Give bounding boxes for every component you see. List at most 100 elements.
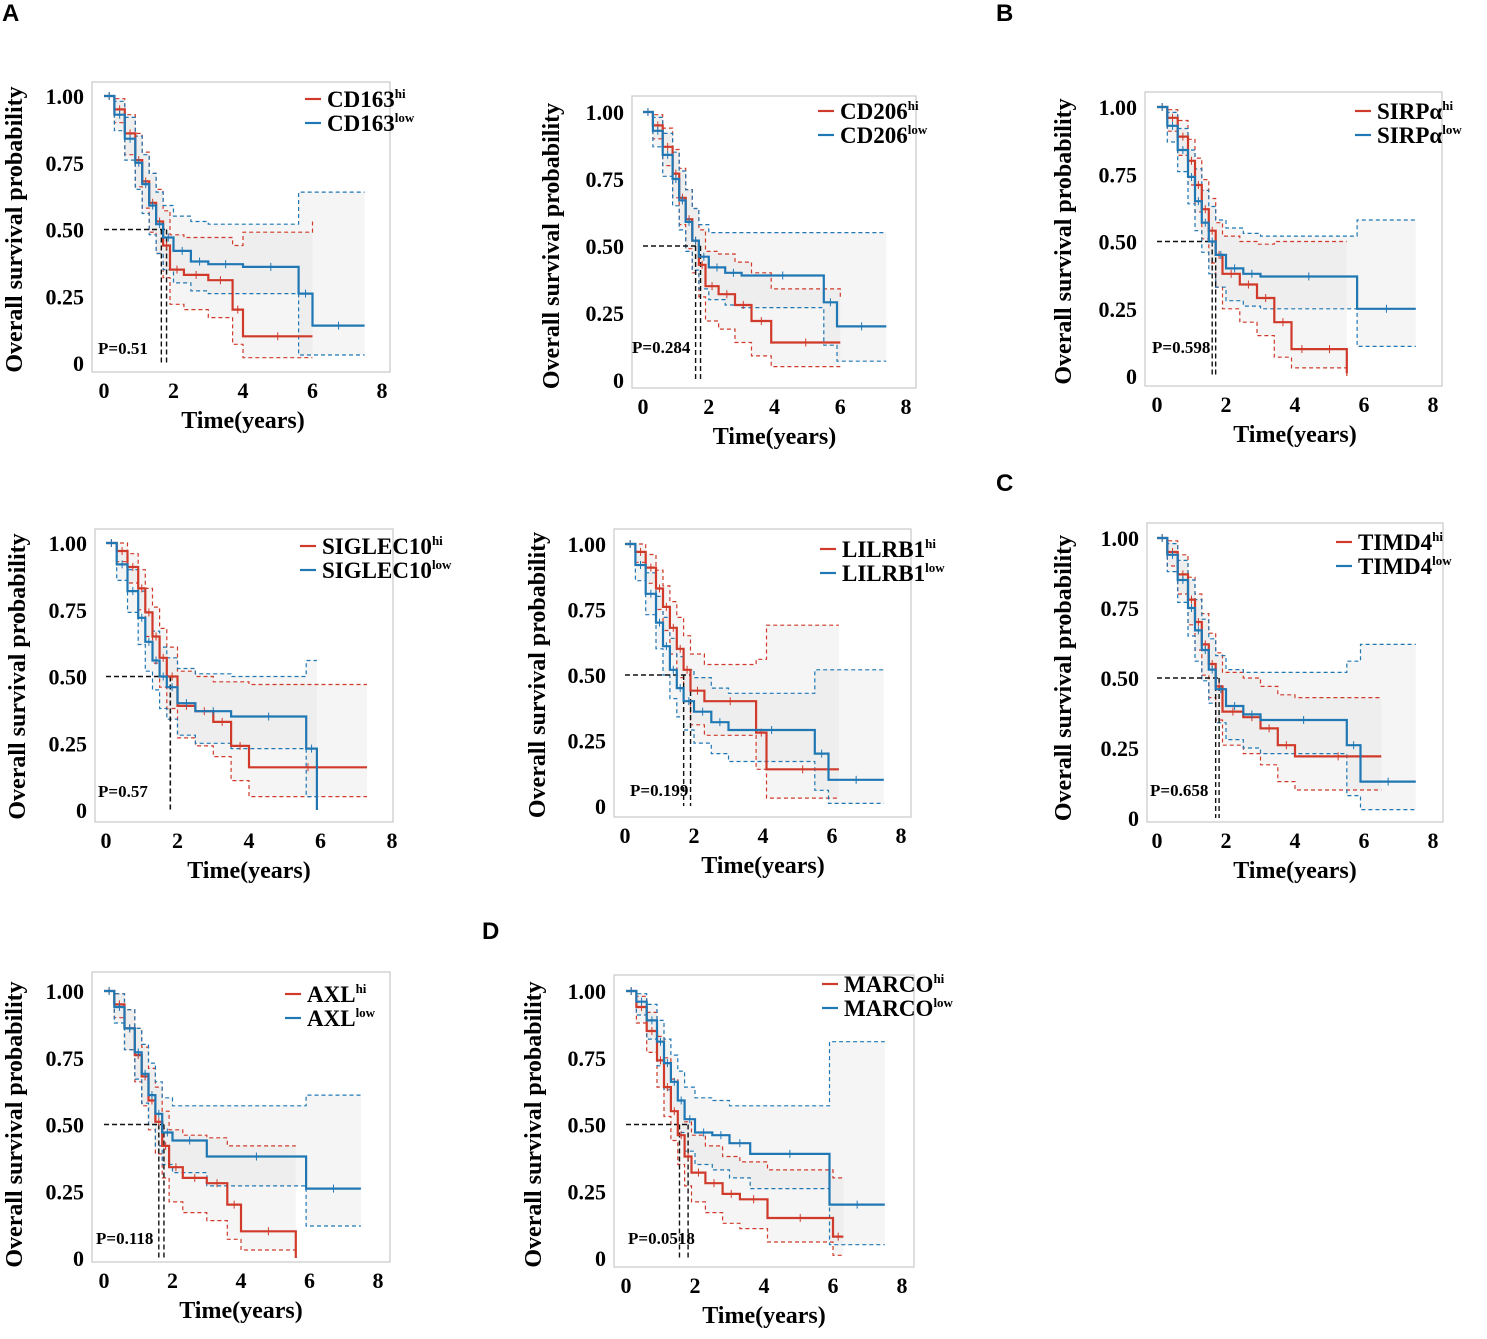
x-tick-label: 4 — [236, 1268, 247, 1293]
x-tick-label: 4 — [1290, 828, 1301, 853]
p-value: P=0.284 — [632, 338, 691, 357]
y-tick-label: 0.50 — [568, 663, 607, 688]
legend-label-low: MARCOlow — [844, 995, 954, 1021]
ci-band-low — [1157, 107, 1416, 347]
x-tick-label: 0 — [638, 394, 649, 419]
x-tick-label: 2 — [703, 394, 714, 419]
y-tick-label: 0.25 — [568, 1179, 607, 1204]
y-tick-label: 0.25 — [1101, 736, 1140, 761]
ci-upper-low — [626, 990, 885, 1107]
ci-band-hi — [626, 991, 844, 1256]
ci-lower-hi — [626, 990, 844, 1256]
y-tick-label: 0.50 — [46, 1113, 85, 1138]
y-tick-label: 0.50 — [568, 1113, 607, 1138]
ci-band-low — [626, 991, 885, 1245]
y-tick-label: 0 — [73, 1246, 84, 1271]
legend-label-low: AXLlow — [307, 1005, 376, 1031]
y-tick-label: 0.75 — [46, 151, 85, 176]
p-value: P=0.0518 — [628, 1229, 695, 1248]
plot-frame — [613, 974, 915, 1268]
y-tick-label: 1.00 — [568, 979, 607, 1004]
y-tick-label: 0 — [595, 794, 606, 819]
x-tick-label: 2 — [689, 823, 700, 848]
x-tick-label: 4 — [758, 823, 769, 848]
legend-label-hi: LILRB1hi — [842, 536, 936, 562]
y-tick-label: 0.50 — [586, 234, 625, 259]
ci-upper-low — [643, 111, 887, 234]
ci-upper-hi — [106, 542, 367, 686]
x-tick-label: 0 — [621, 1273, 632, 1298]
x-tick-label: 0 — [99, 1268, 110, 1293]
y-tick-label: 0.50 — [46, 218, 85, 243]
ci-lower-hi — [1157, 537, 1382, 791]
km-panel-cd163: 0 0.25 0.50 0.75 1.00 0 2 4 6 8 Time(years) Overall… — [2, 81, 415, 434]
x-axis-title: Time(years) — [702, 1303, 826, 1329]
x-tick-label: 4 — [238, 378, 249, 403]
ci-band-hi — [104, 96, 313, 358]
x-tick-label: 6 — [304, 1268, 315, 1293]
x-tick-label: 2 — [168, 378, 179, 403]
x-axis-title: Time(years) — [179, 1298, 303, 1324]
x-tick-label: 4 — [759, 1273, 770, 1298]
x-tick-label: 8 — [373, 1268, 384, 1293]
legend-label-hi: CD206hi — [840, 98, 919, 124]
y-tick-label: 0.75 — [568, 1046, 607, 1071]
survival-curve-low — [1157, 105, 1416, 310]
km-panel-cd206: 0 0.25 0.50 0.75 1.00 0 2 4 6 8 Time(years) Overall… — [539, 95, 928, 450]
y-tick-label: 0 — [73, 351, 84, 376]
ci-upper-hi — [1157, 106, 1347, 245]
legend-label-hi: AXLhi — [307, 981, 367, 1007]
y-axis-title: Overall survival probability — [525, 532, 551, 818]
y-tick-label: 0.25 — [586, 301, 625, 326]
legend-label-hi: CD163hi — [327, 86, 406, 112]
x-tick-label: 2 — [690, 1273, 701, 1298]
ci-band-hi — [1157, 538, 1382, 790]
x-tick-label: 8 — [1428, 828, 1439, 853]
y-tick-label: 0 — [76, 798, 87, 823]
panel-letter-d: D — [482, 918, 500, 945]
ci-band-hi — [625, 544, 839, 799]
x-tick-label: 6 — [307, 378, 318, 403]
plot-frame — [91, 81, 391, 373]
p-value: P=0.658 — [1150, 781, 1208, 800]
p-value: P=0.57 — [98, 782, 148, 801]
y-tick-label: 0.25 — [568, 729, 607, 754]
legend-label-hi: TIMD4hi — [1358, 529, 1443, 555]
ci-band-low — [643, 112, 887, 362]
y-tick-label: 1.00 — [1101, 526, 1140, 551]
y-tick-label: 0.75 — [1099, 162, 1138, 187]
x-tick-label: 6 — [835, 394, 846, 419]
y-tick-label: 0.75 — [1101, 596, 1140, 621]
ci-lower-low — [625, 543, 884, 804]
y-tick-label: 0.25 — [1099, 297, 1138, 322]
x-tick-label: 6 — [828, 1273, 839, 1298]
x-tick-label: 4 — [244, 828, 255, 853]
y-axis-title: Overall survival probability — [1051, 535, 1077, 821]
x-tick-label: 8 — [1428, 392, 1439, 417]
ci-band-hi — [104, 991, 296, 1258]
plot-frame — [1144, 91, 1443, 387]
y-tick-label: 0.75 — [568, 598, 607, 623]
ci-band-low — [625, 544, 884, 804]
y-tick-label: 1.00 — [1099, 95, 1138, 120]
x-axis-title: Time(years) — [1233, 858, 1357, 884]
km-panel-sirpa: 0 0.25 0.50 0.75 1.00 0 2 4 6 8 Time(years) Overall… — [1051, 91, 1462, 448]
x-tick-label: 8 — [896, 823, 907, 848]
y-tick-label: 0 — [595, 1246, 606, 1271]
y-tick-label: 0 — [613, 368, 624, 393]
ci-lower-low — [1157, 537, 1416, 811]
y-axis-title: Overall survival probability — [521, 981, 547, 1267]
plot-frame — [94, 528, 394, 823]
km-panel-marco: 0 0.25 0.50 0.75 1.00 0 2 4 6 8 Time(years) Overall… — [521, 971, 954, 1329]
plot-frame — [631, 95, 917, 389]
x-axis-title: Time(years) — [713, 424, 837, 450]
x-axis-title: Time(years) — [701, 853, 825, 879]
y-axis-title: Overall survival probability — [1051, 98, 1077, 384]
legend-label-low: CD163low — [327, 110, 415, 136]
y-axis-title: Overall survival probability — [2, 86, 28, 372]
ci-band-hi — [106, 543, 367, 797]
ci-upper-low — [104, 95, 365, 225]
